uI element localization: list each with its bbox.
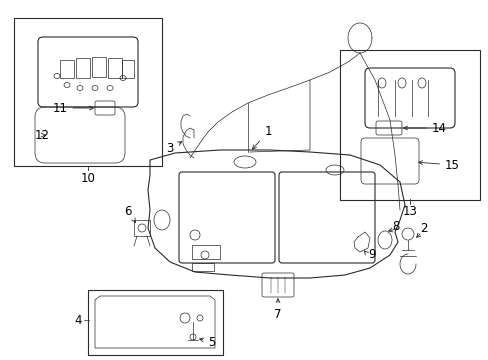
Bar (339, 50, 479, 200)
Text: 8: 8 (392, 220, 399, 233)
Text: 10: 10 (81, 172, 95, 185)
Text: 3: 3 (166, 141, 182, 154)
Bar (108, 58, 122, 78)
Bar (92, 57, 106, 77)
Text: 11: 11 (52, 102, 93, 114)
Text: 4: 4 (74, 314, 82, 327)
Bar (192, 245, 220, 259)
Text: 1: 1 (252, 125, 271, 149)
Bar (14, 18, 162, 166)
Bar (76, 58, 90, 78)
Bar (60, 60, 74, 78)
Bar (192, 263, 214, 271)
Text: 15: 15 (418, 158, 459, 171)
Text: 12: 12 (35, 129, 49, 141)
Text: 9: 9 (367, 248, 375, 261)
Text: 2: 2 (419, 221, 427, 234)
Bar (88, 290, 223, 355)
Text: 6: 6 (124, 205, 132, 218)
Text: 5: 5 (199, 336, 215, 348)
Text: 14: 14 (403, 122, 446, 135)
Bar (122, 60, 134, 78)
Text: 13: 13 (402, 205, 417, 218)
Text: 7: 7 (274, 299, 281, 321)
